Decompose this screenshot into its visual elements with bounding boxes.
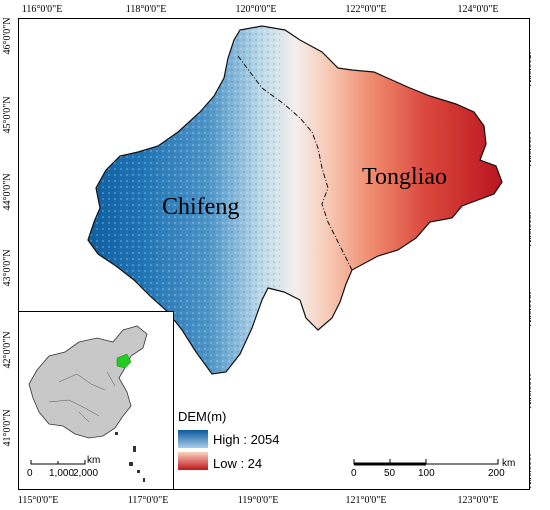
inset-scale-label: 1,000 <box>49 468 75 479</box>
bottom-tick-label: 117°0'0"E <box>127 495 169 506</box>
scalebar-label: 100 <box>418 468 435 479</box>
inset-map: 0 1,000 2,000 km <box>18 311 174 490</box>
legend-title: DEM(m) <box>178 409 227 424</box>
inset-scale-unit: km <box>87 455 101 466</box>
inset-scale-label: 0 <box>27 468 33 479</box>
city-boundary <box>237 55 353 271</box>
legend-low-label: Low : 24 <box>213 456 263 471</box>
china-outline <box>28 325 148 482</box>
top-tick-label: 124°0'0"E <box>457 4 499 15</box>
top-tick-label: 122°0'0"E <box>345 4 387 15</box>
scalebar-label: 0 <box>351 468 357 479</box>
study-area-highlight <box>116 353 132 369</box>
region-label-tongliao: Tongliao <box>362 164 447 190</box>
scalebar-label: 200 <box>488 468 505 479</box>
inset-scalebar <box>30 460 86 465</box>
scalebar-label: 50 <box>384 468 396 479</box>
inset-scale-label: 2,000 <box>73 468 99 479</box>
bottom-tick-label: 123°0'0"E <box>457 495 499 506</box>
legend-low-swatch <box>178 452 208 470</box>
region-label-chifeng: Chifeng <box>162 194 240 220</box>
top-tick-label: 118°0'0"E <box>125 4 167 15</box>
legend-high-swatch <box>178 430 208 448</box>
bottom-tick-label: 115°0'0"E <box>17 495 59 506</box>
scalebar-unit: km <box>502 458 516 469</box>
legend-high-label: High : 2054 <box>213 432 280 447</box>
top-tick-label: 116°0'0"E <box>21 4 63 15</box>
bottom-tick-label: 119°0'0"E <box>237 495 279 506</box>
top-tick-label: 120°0'0"E <box>235 4 277 15</box>
bottom-tick-label: 121°0'0"E <box>345 495 387 506</box>
